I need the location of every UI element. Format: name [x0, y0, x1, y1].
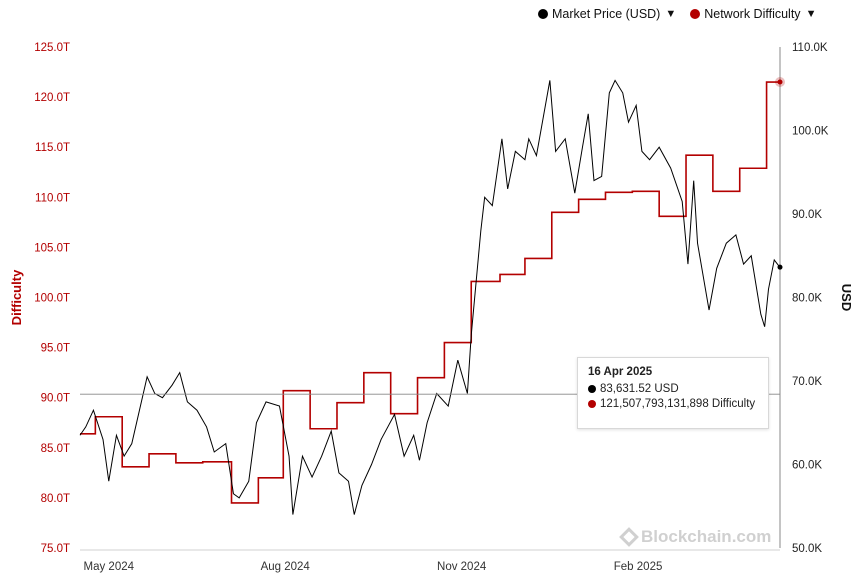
difficulty-dot-icon	[588, 400, 596, 408]
legend-item-network-difficulty[interactable]: Network Difficulty ▼	[690, 7, 816, 21]
tooltip-date: 16 Apr 2025	[588, 366, 653, 378]
left-axis: 75.0T 80.0T 85.0T 90.0T 95.0T 100.0T 105.0T 110…	[9, 42, 70, 555]
left-tick-label: 90.0T	[41, 393, 70, 405]
tooltip-price: 83,631.52 USD	[600, 383, 679, 395]
watermark-text: Blockchain.com	[641, 527, 772, 546]
x-axis: May 2024 Aug 2024 Nov 2024 Feb 2025	[80, 549, 780, 573]
x-tick-label: May 2024	[84, 561, 135, 573]
left-tick-label: 100.0T	[34, 293, 70, 305]
chevron-down-icon[interactable]: ▼	[665, 8, 677, 20]
tooltip-difficulty-row: 121,507,793,131,898 Difficulty	[588, 398, 768, 410]
chevron-down-icon[interactable]: ▼	[805, 8, 817, 20]
left-tick-label: 120.0T	[34, 92, 70, 104]
market-price-legend-dot-icon	[538, 9, 548, 19]
legend-label-network-difficulty: Network Difficulty	[704, 7, 801, 21]
left-tick-label: 95.0T	[41, 343, 70, 355]
watermark: Blockchain.com	[619, 527, 772, 547]
difficulty-line	[80, 81, 780, 504]
x-tick-label: Aug 2024	[261, 561, 311, 573]
right-axis-title: USD	[839, 284, 854, 311]
right-tick-label: 70.0K	[792, 376, 822, 388]
right-tick-label: 100.0K	[792, 126, 829, 138]
blockchain-logo-icon	[619, 527, 639, 547]
chart-tooltip: 16 Apr 2025 83,631.52 USD 121,507,793,13…	[577, 357, 769, 429]
legend-label-market-price: Market Price (USD)	[552, 7, 661, 21]
tooltip-price-row: 83,631.52 USD	[588, 383, 768, 395]
left-tick-label: 80.0T	[41, 493, 70, 505]
right-axis: 50.0K 60.0K 70.0K 80.0K 90.0K 100.0K 110.0K USD	[779, 42, 854, 555]
right-tick-label: 60.0K	[792, 460, 822, 472]
network-difficulty-legend-dot-icon	[690, 9, 701, 19]
price-highlight-point	[777, 264, 783, 270]
series-layer	[79, 79, 781, 515]
right-tick-label: 110.0K	[792, 42, 828, 54]
left-tick-label: 85.0T	[41, 443, 70, 455]
legend: Market Price (USD) ▼ Network Difficulty …	[538, 7, 816, 21]
right-tick-label: 90.0K	[792, 209, 822, 221]
crosshair-layer	[80, 76, 785, 395]
right-tick-label: 80.0K	[792, 293, 822, 305]
legend-item-market-price[interactable]: Market Price (USD) ▼	[538, 7, 676, 21]
x-tick-label: Nov 2024	[437, 561, 487, 573]
left-tick-label: 75.0T	[41, 543, 70, 555]
tooltip-difficulty: 121,507,793,131,898 Difficulty	[600, 398, 756, 410]
price-dot-icon	[588, 385, 596, 393]
left-tick-label: 105.0T	[34, 242, 70, 254]
left-axis-title: Difficulty	[9, 269, 24, 325]
price-line	[79, 79, 781, 515]
left-tick-label: 125.0T	[34, 42, 70, 54]
left-tick-label: 110.0T	[35, 192, 70, 204]
difficulty-highlight-point	[777, 79, 783, 85]
right-tick-label: 50.0K	[792, 543, 822, 555]
left-tick-label: 115.0T	[35, 142, 70, 154]
x-tick-label: Feb 2025	[614, 561, 663, 573]
